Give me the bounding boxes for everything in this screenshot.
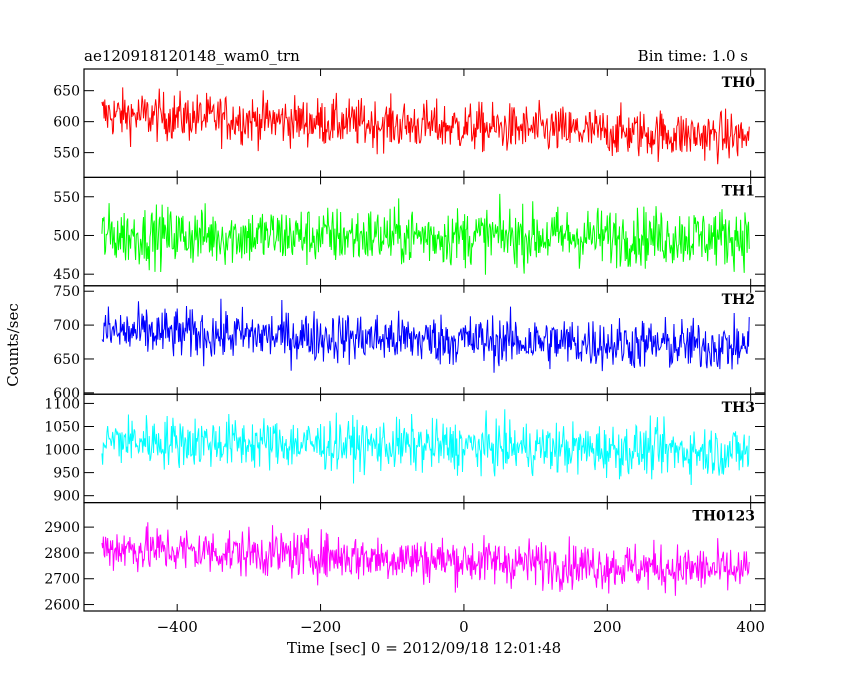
y-tick-label: 1050 bbox=[44, 419, 80, 435]
x-tick-label: −400 bbox=[157, 618, 198, 636]
y-tick-label: 450 bbox=[53, 267, 80, 283]
bin-time-label: Bin time: 1.0 s bbox=[638, 47, 748, 65]
panel-label-th2: TH2 bbox=[722, 292, 755, 308]
y-tick-label: 950 bbox=[53, 466, 80, 482]
y-axis-label: Counts/sec bbox=[4, 303, 22, 387]
series-line-th1 bbox=[101, 193, 750, 275]
y-tick-label: 2900 bbox=[44, 520, 80, 536]
series-line-th0 bbox=[101, 87, 750, 165]
y-tick-label: 600 bbox=[53, 386, 80, 402]
x-tick-label: 0 bbox=[459, 618, 469, 636]
y-tick-label: 500 bbox=[53, 228, 80, 244]
y-tick-label: 550 bbox=[53, 190, 80, 206]
x-tick-label: −200 bbox=[300, 618, 341, 636]
y-tick-label: 2800 bbox=[44, 546, 80, 562]
x-axis-label: Time [sec] 0 = 2012/09/18 12:01:48 bbox=[287, 639, 561, 657]
y-tick-label: 2600 bbox=[44, 598, 80, 614]
y-tick-label: 750 bbox=[53, 284, 80, 300]
x-tick-label: 200 bbox=[593, 618, 622, 636]
y-tick-label: 2700 bbox=[44, 572, 80, 588]
y-tick-label: 600 bbox=[53, 115, 80, 131]
y-tick-label: 700 bbox=[53, 318, 80, 334]
panel-label-th1: TH1 bbox=[722, 183, 755, 199]
y-tick-label: 650 bbox=[53, 84, 80, 100]
panel-label-th0123: TH0123 bbox=[692, 509, 755, 525]
y-tick-label: 650 bbox=[53, 352, 80, 368]
y-tick-label: 1100 bbox=[44, 396, 80, 412]
series-line-th0123 bbox=[101, 522, 750, 596]
y-tick-label: 900 bbox=[53, 489, 80, 505]
panels-group: 550 600 650 TH0 450 500 550 TH1 600 650 700 750 TH2 9… bbox=[44, 68, 766, 636]
y-tick-label: 1000 bbox=[44, 443, 80, 459]
x-tick-label: 400 bbox=[736, 618, 765, 636]
series-line-th2 bbox=[101, 298, 750, 373]
plot-title: ae120918120148_wam0_trn bbox=[84, 47, 300, 65]
panel-label-th0: TH0 bbox=[722, 75, 756, 91]
series-line-th3 bbox=[101, 409, 750, 486]
panel-label-th3: TH3 bbox=[722, 400, 755, 416]
y-tick-label: 550 bbox=[53, 146, 80, 162]
panel-frame-th0123 bbox=[83, 502, 766, 612]
